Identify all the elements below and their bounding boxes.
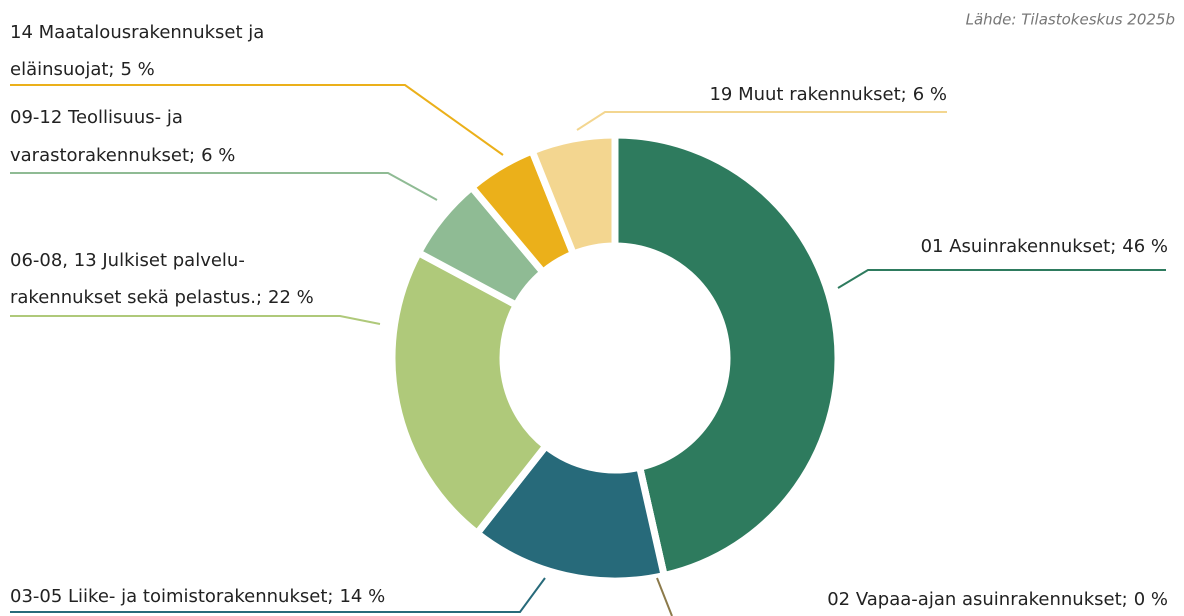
label-text: eläinsuojat; — [10, 59, 114, 80]
source: Lähde: Tilastokeskus 2025b — [966, 11, 1175, 29]
donut-slice — [527, 131, 619, 259]
label-text: 14 Maatalousrakennukset ja — [10, 22, 264, 43]
leader-line — [10, 84, 504, 156]
data-label: varastorakennukset; 6 % — [10, 145, 235, 166]
leader-line — [837, 269, 1166, 289]
leader-line — [10, 315, 381, 325]
donut-slice — [611, 131, 842, 580]
label-text: 01 Asuinrakennukset; — [921, 236, 1117, 257]
label-text: varastorakennukset; — [10, 145, 195, 166]
leader-line — [656, 577, 673, 616]
value-label: 22 % — [268, 287, 314, 308]
data-label: 06-08, 13 Julkiset palvelu- — [10, 250, 245, 271]
data-label: eläinsuojat; 5 % — [10, 59, 155, 80]
donut-slice — [388, 247, 551, 539]
value-label: 14 % — [339, 586, 385, 607]
label-text: 02 Vapaa-ajan asuinrakennukset; — [827, 589, 1127, 610]
data-label: 14 Maatalousrakennukset ja — [10, 22, 264, 43]
value-label: 46 % — [1122, 236, 1168, 257]
data-label: 09-12 Teollisuus- ja — [10, 107, 183, 128]
value-label: 6 % — [201, 145, 235, 166]
data-label: 19 Muut rakennukset; 6 % — [709, 84, 947, 105]
data-label: rakennukset sekä pelastus.; 22 % — [10, 287, 314, 308]
leader-line — [10, 172, 438, 201]
leader-line — [10, 577, 546, 613]
value-label: 0 % — [1134, 589, 1168, 610]
data-label: 03-05 Liike- ja toimistorakennukset; 14 % — [10, 586, 385, 607]
label-text: 09-12 Teollisuus- ja — [10, 107, 183, 128]
label-text: 06-08, 13 Julkiset palvelu- — [10, 250, 245, 271]
value-label: 6 % — [913, 84, 947, 105]
label-text: 03-05 Liike- ja toimistorakennukset; — [10, 586, 333, 607]
leader-line — [576, 111, 947, 131]
label-text: 19 Muut rakennukset; — [709, 84, 906, 105]
label-text: rakennukset sekä pelastus.; — [10, 287, 262, 308]
data-label: 01 Asuinrakennukset; 46 % — [921, 236, 1168, 257]
data-label: 02 Vapaa-ajan asuinrakennukset; 0 % — [827, 589, 1168, 610]
value-label: 5 % — [120, 59, 154, 80]
